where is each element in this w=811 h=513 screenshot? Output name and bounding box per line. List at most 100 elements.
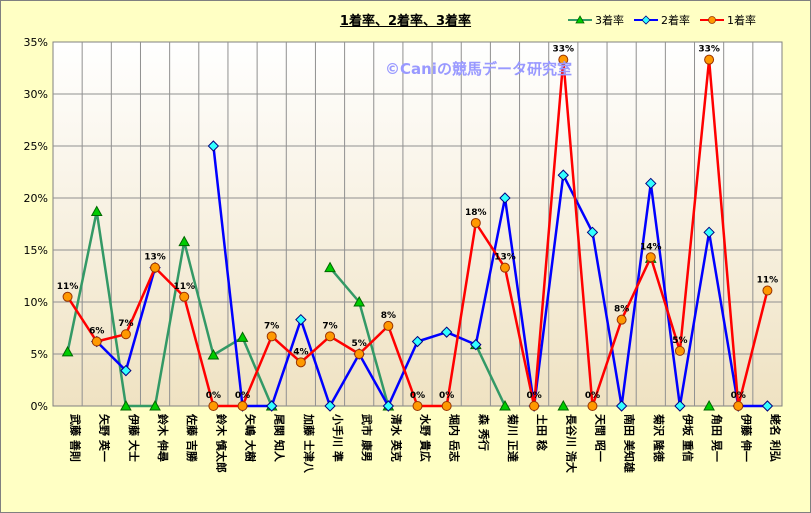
- data-label: 4%: [293, 347, 308, 357]
- data-label: 0%: [585, 391, 600, 401]
- data-point: [383, 320, 394, 331]
- legend-item-1st: 1着率: [700, 12, 756, 28]
- x-tick-label: 矢野 英一: [98, 414, 112, 462]
- data-point: [529, 401, 540, 411]
- data-label: 13%: [144, 253, 166, 263]
- data-label: 33%: [698, 45, 720, 55]
- data-label: 7%: [118, 319, 133, 329]
- data-point: [120, 399, 132, 411]
- x-tick-label: 角田 晃一: [710, 414, 724, 462]
- data-point: [703, 226, 715, 239]
- data-label: 33%: [553, 45, 575, 55]
- data-point: [208, 401, 219, 411]
- data-point: [733, 401, 744, 411]
- data-point: [237, 401, 248, 411]
- data-point: [557, 169, 570, 181]
- data-label: 13%: [494, 253, 516, 263]
- data-point: [150, 262, 161, 273]
- data-point: [645, 177, 657, 190]
- data-label: 8%: [614, 305, 629, 315]
- x-tick-label: 蛯名 利弘: [768, 414, 782, 462]
- data-label: 7%: [322, 321, 337, 331]
- y-tick-label: 25%: [24, 140, 48, 153]
- x-tick-label: 土田 稔: [535, 414, 549, 451]
- x-tick-label: 鈴木 慎太郎: [214, 414, 228, 473]
- data-label: 11%: [57, 282, 79, 292]
- y-tick-label: 35%: [24, 36, 48, 49]
- data-point: [704, 54, 715, 65]
- data-point: [91, 336, 102, 347]
- data-point: [645, 252, 656, 263]
- data-label: 0%: [410, 391, 425, 401]
- data-point: [470, 338, 482, 351]
- data-point: [61, 345, 74, 357]
- x-tick-label: 小手川 準: [331, 413, 345, 462]
- legend-marker-circle-icon: [700, 16, 724, 24]
- data-label: 14%: [640, 242, 662, 252]
- data-label: 0%: [439, 391, 454, 401]
- data-point: [586, 226, 599, 239]
- legend-item-2nd: 2着率: [634, 12, 690, 28]
- data-point: [266, 331, 277, 342]
- y-tick-label: 5%: [31, 348, 48, 361]
- y-tick-label: 20%: [24, 192, 48, 205]
- data-point: [557, 399, 570, 411]
- x-tick-label: 鈴木 伸尋: [156, 414, 170, 462]
- data-point: [354, 349, 365, 359]
- data-label: 5%: [672, 336, 687, 346]
- data-point: [207, 349, 220, 360]
- y-tick-label: 10%: [24, 296, 48, 309]
- data-point: [265, 400, 278, 412]
- data-point: [353, 295, 366, 307]
- x-tick-label: 菊川 正達: [506, 414, 520, 462]
- data-point: [295, 313, 307, 326]
- data-point: [179, 291, 190, 302]
- y-tick-label: 0%: [31, 400, 48, 413]
- data-point: [499, 192, 511, 204]
- data-point: [324, 261, 336, 273]
- x-tick-label: 加藤 士津八: [302, 413, 316, 474]
- x-tick-label: 矢嶋 大樹: [244, 414, 258, 462]
- data-point: [411, 335, 424, 348]
- data-point: [674, 345, 685, 356]
- data-point: [615, 400, 628, 412]
- data-point: [703, 399, 715, 411]
- data-label: 11%: [757, 276, 779, 286]
- data-point: [120, 364, 132, 377]
- data-point: [149, 399, 161, 411]
- x-tick-label: 森 秀行: [477, 414, 491, 451]
- data-point: [761, 400, 774, 412]
- legend-label: 3着率: [595, 14, 624, 27]
- data-point: [236, 331, 249, 342]
- data-point: [470, 217, 481, 228]
- watermark: ©Caniの競馬データ研究室: [385, 60, 572, 78]
- data-point: [295, 357, 306, 368]
- x-tick-label: 武市 康男: [360, 414, 374, 462]
- x-tick-label: 菊沢 隆徳: [652, 414, 666, 462]
- data-label: 8%: [381, 311, 396, 321]
- data-point: [207, 140, 220, 152]
- data-point: [587, 401, 598, 411]
- data-point: [499, 399, 511, 411]
- data-point: [674, 400, 686, 412]
- legend-label: 2着率: [661, 14, 690, 27]
- x-tick-label: 長谷川 浩大: [564, 414, 578, 473]
- data-label: 0%: [526, 391, 541, 401]
- data-label: 11%: [173, 282, 195, 292]
- data-point: [616, 314, 627, 325]
- data-label: 7%: [264, 321, 279, 331]
- x-tick-label: 伊藤 大士: [127, 413, 141, 462]
- x-tick-label: 尾関 知人: [273, 413, 287, 463]
- data-point: [325, 331, 336, 342]
- data-point: [762, 285, 773, 296]
- legend: 3着率 2着率 1着率: [568, 12, 756, 28]
- data-label: 5%: [352, 339, 367, 349]
- data-point: [441, 401, 452, 411]
- x-tick-label: 伊坂 重信: [681, 413, 695, 462]
- data-point: [120, 329, 131, 340]
- legend-marker-diamond-icon: [634, 15, 658, 25]
- x-tick-label: 天間 昭一: [593, 414, 606, 462]
- x-tick-label: 伊藤 伸一: [739, 413, 753, 462]
- data-label: 0%: [731, 391, 746, 401]
